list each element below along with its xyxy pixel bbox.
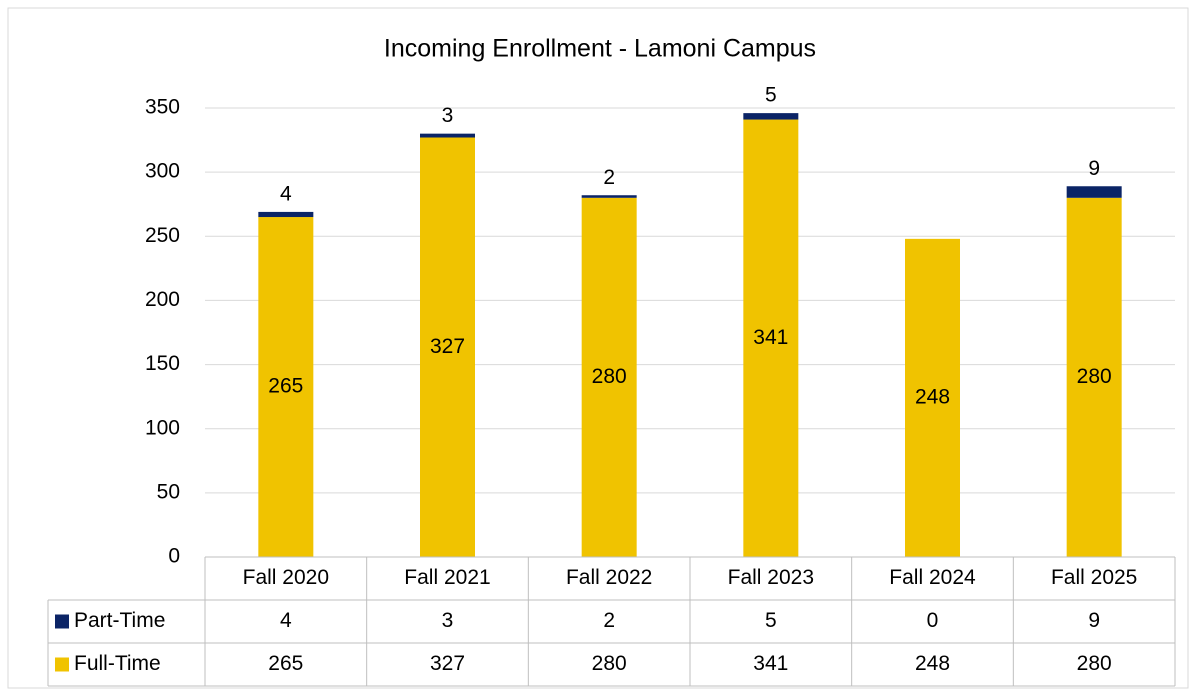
x-tick-label: Fall 2024 (889, 566, 976, 589)
table-cell: 280 (1077, 652, 1112, 675)
table-cell: 280 (592, 652, 627, 675)
table-cell: 9 (1088, 609, 1100, 632)
legend-label: Part-Time (74, 609, 165, 632)
y-tick-label: 300 (145, 160, 180, 183)
x-tick-label: Fall 2022 (566, 566, 652, 589)
data-label: 2 (603, 166, 615, 189)
data-label: 9 (1088, 157, 1100, 180)
bar-segment (420, 137, 475, 557)
y-tick-label: 0 (168, 545, 180, 568)
data-label: 265 (268, 375, 303, 398)
data-label: 5 (765, 84, 777, 107)
chart-title: Incoming Enrollment - Lamoni Campus (384, 35, 816, 63)
table-cell: 248 (915, 652, 950, 675)
x-tick-label: Fall 2023 (728, 566, 814, 589)
y-tick-label: 200 (145, 288, 180, 311)
y-tick-label: 50 (157, 480, 180, 503)
data-label: 248 (915, 385, 950, 408)
bar-segment (743, 119, 799, 557)
y-tick-label: 100 (145, 416, 180, 439)
legend-swatch (55, 614, 69, 629)
table-cell: 0 (927, 609, 939, 632)
legend-swatch (55, 657, 69, 672)
bar-segment (1066, 197, 1122, 558)
bar-segment (581, 197, 637, 558)
data-label: 327 (430, 335, 465, 358)
bar-segment (258, 211, 314, 218)
data-label: 280 (1077, 365, 1112, 388)
table-cell: 341 (753, 652, 788, 675)
bar-segment (1066, 186, 1122, 198)
table-cell: 5 (765, 609, 777, 632)
table-cell: 265 (268, 652, 303, 675)
x-tick-label: Fall 2025 (1051, 566, 1137, 589)
bar-segment (420, 133, 475, 138)
y-tick-label: 350 (145, 96, 180, 119)
bar-segment (905, 238, 960, 557)
x-tick-label: Fall 2020 (243, 566, 329, 589)
bar-segment (581, 195, 637, 198)
table-cell: 327 (430, 652, 465, 675)
bar-segment (743, 113, 799, 120)
legend-label: Full-Time (74, 652, 161, 675)
table-cell: 2 (603, 609, 615, 632)
data-label: 3 (442, 104, 454, 127)
bar-segment (258, 217, 314, 558)
table-cell: 4 (280, 609, 292, 632)
y-tick-label: 150 (145, 352, 180, 375)
x-tick-label: Fall 2021 (404, 566, 490, 589)
table-cell: 3 (442, 609, 454, 632)
data-label: 341 (753, 326, 788, 349)
data-label: 280 (592, 365, 627, 388)
y-tick-label: 250 (145, 224, 180, 247)
data-label: 4 (280, 182, 292, 205)
